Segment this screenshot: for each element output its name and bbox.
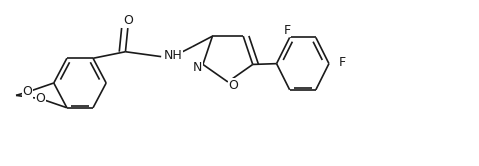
Text: O: O (228, 79, 239, 92)
Text: F: F (339, 56, 346, 69)
Text: NH: NH (163, 49, 182, 62)
Text: N: N (193, 61, 202, 74)
Text: O: O (36, 92, 46, 105)
Text: F: F (284, 24, 291, 37)
Text: O: O (23, 85, 33, 98)
Text: O: O (123, 14, 133, 27)
